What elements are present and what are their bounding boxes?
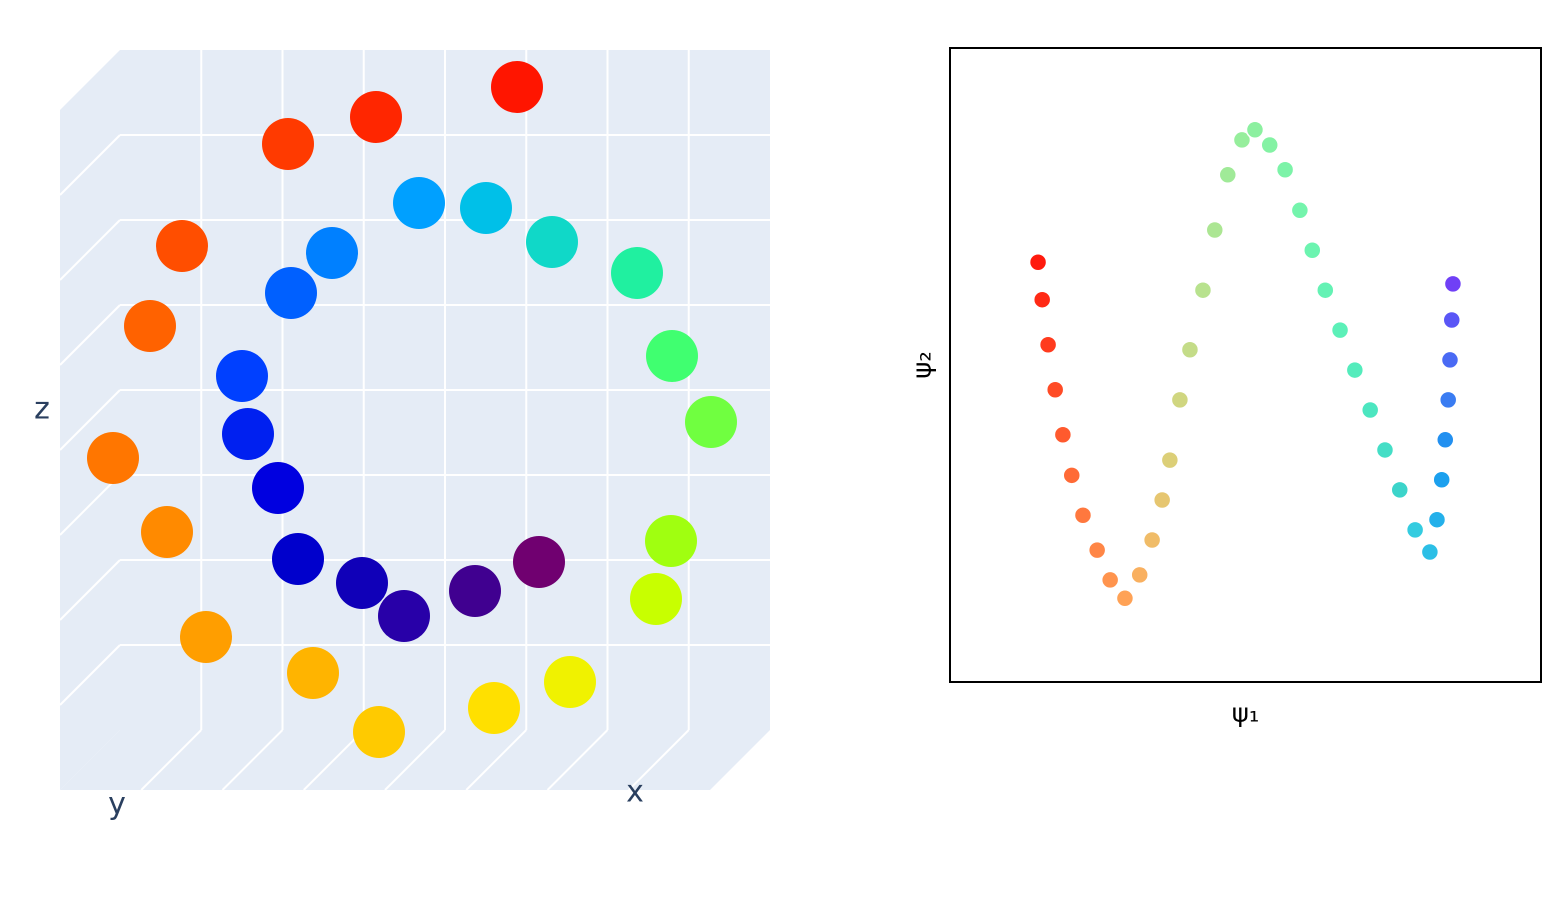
point [1038, 335, 1058, 354]
point [1360, 400, 1380, 420]
x-axis-label: x [626, 775, 644, 810]
point [1420, 542, 1440, 562]
point [460, 182, 512, 234]
point [124, 300, 176, 352]
point [1218, 165, 1238, 185]
point [1028, 253, 1048, 272]
pane-grid [628, 729, 690, 791]
point [1405, 520, 1425, 540]
point [272, 533, 324, 585]
pane-grid [384, 729, 446, 791]
point [1290, 201, 1310, 220]
point [1427, 510, 1447, 529]
point [378, 590, 430, 642]
point [630, 573, 682, 625]
point [1245, 120, 1265, 140]
pane-grid [59, 644, 121, 706]
point [513, 536, 565, 588]
point [1330, 320, 1350, 340]
z-axis-label: z [34, 392, 50, 427]
point [544, 656, 596, 708]
y-axis-label: y [108, 787, 126, 822]
point [287, 647, 339, 699]
point [1442, 310, 1462, 330]
point [1375, 440, 1395, 460]
point [353, 706, 405, 758]
y-axis-label: ψ₂ [908, 351, 938, 379]
point [262, 118, 314, 170]
point [1205, 220, 1225, 240]
point [611, 247, 663, 299]
point [1193, 280, 1213, 300]
pane-grid [221, 729, 284, 791]
pane-grid [59, 559, 121, 621]
pane-grid [140, 729, 202, 791]
point [265, 267, 317, 319]
pane-grid [59, 219, 121, 281]
pane-grid [59, 134, 121, 196]
pane-grid [465, 729, 527, 791]
point [685, 396, 737, 448]
point [350, 91, 402, 143]
pane-grid [59, 389, 121, 451]
point [1100, 570, 1120, 590]
plot-frame [949, 47, 1542, 683]
point [306, 227, 358, 279]
point [1390, 480, 1410, 500]
point [449, 565, 501, 617]
point [1436, 430, 1455, 450]
point [1045, 380, 1065, 399]
point [216, 350, 268, 402]
point [1275, 160, 1295, 179]
point [141, 506, 193, 558]
point [1443, 274, 1463, 294]
point [393, 177, 445, 229]
point [222, 408, 274, 460]
pane-grid [303, 729, 365, 791]
point [1087, 540, 1107, 560]
point [156, 220, 208, 272]
point [1152, 490, 1172, 510]
point [1432, 470, 1451, 490]
pane-grid [546, 729, 609, 791]
point [645, 515, 697, 567]
point [1440, 350, 1460, 370]
point [491, 61, 543, 113]
pane-grid [59, 304, 121, 366]
pane-grid [59, 474, 121, 536]
point [252, 462, 304, 514]
point [1260, 135, 1279, 155]
point [1170, 390, 1190, 410]
point [1180, 340, 1200, 360]
point [1032, 290, 1052, 309]
point [336, 557, 388, 609]
scatter-panel: ψ₁ ψ₂ [908, 47, 1542, 729]
point [646, 330, 698, 382]
point [1303, 240, 1322, 260]
point [1316, 280, 1335, 300]
point [1438, 390, 1458, 410]
point [1142, 530, 1162, 550]
point [468, 682, 520, 734]
x-axis-label: ψ₁ [1232, 699, 1260, 729]
point [526, 216, 578, 268]
point [1232, 130, 1252, 150]
point [87, 432, 139, 484]
point [1073, 506, 1093, 525]
point [180, 611, 232, 663]
point [1160, 450, 1180, 470]
scatter3d-panel: x y z [34, 50, 770, 822]
point [1130, 565, 1149, 585]
point [1053, 425, 1073, 444]
point [1345, 360, 1365, 380]
point [1062, 466, 1081, 485]
point [1115, 589, 1135, 608]
